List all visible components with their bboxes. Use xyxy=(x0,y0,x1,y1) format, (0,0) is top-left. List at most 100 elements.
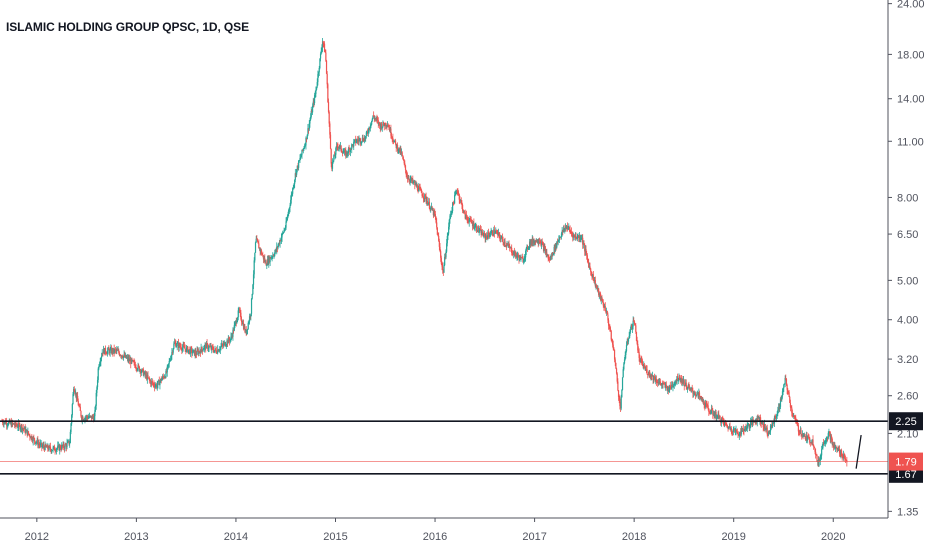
up-candle-body xyxy=(623,359,626,364)
time-tick-label: 2013 xyxy=(124,531,148,543)
up-candle-body xyxy=(309,120,311,124)
down-candle-body xyxy=(796,423,798,425)
up-candle-body xyxy=(298,160,300,162)
up-candle-body xyxy=(294,179,296,184)
down-candle-body xyxy=(444,256,446,258)
up-candle-body xyxy=(102,348,105,354)
down-candle-body xyxy=(302,149,304,151)
up-candle-body xyxy=(490,232,492,235)
up-candle-body xyxy=(331,162,334,169)
down-candle-body xyxy=(730,428,732,432)
up-candle-body xyxy=(207,348,209,350)
up-candle-body xyxy=(629,332,631,336)
down-candle-body xyxy=(680,378,683,383)
up-candle-body xyxy=(359,138,361,140)
annotations[interactable] xyxy=(855,434,862,469)
down-candle-body xyxy=(437,234,439,237)
down-candle-body xyxy=(103,348,105,355)
up-candle-body xyxy=(835,447,837,449)
down-candle-body xyxy=(807,436,809,438)
up-candle-body xyxy=(527,248,529,250)
up-candle-body xyxy=(158,380,160,382)
up-candle-body xyxy=(242,323,244,325)
down-candle-body xyxy=(665,385,667,387)
down-candle-body xyxy=(10,421,12,427)
down-candle-body xyxy=(434,214,436,217)
up-candle-body xyxy=(385,125,387,127)
down-candle-body xyxy=(736,431,738,434)
down-candle-body xyxy=(262,254,264,256)
down-candle-body xyxy=(574,235,576,237)
up-candle-body xyxy=(70,423,72,432)
down-candle-body xyxy=(502,239,504,243)
down-candle-body xyxy=(585,248,587,254)
down-candle-body xyxy=(766,427,768,435)
up-candle-body xyxy=(365,136,367,140)
up-candle-body xyxy=(284,229,286,231)
down-candle-body xyxy=(823,442,825,444)
down-candle-body xyxy=(583,243,585,245)
horizontal-lines[interactable]: 2.25 1.671.79 xyxy=(0,412,923,483)
down-candle-body xyxy=(402,155,404,159)
down-candle-body xyxy=(703,400,705,406)
up-candle-body xyxy=(483,232,485,237)
up-candle-body xyxy=(449,215,451,220)
up-candle-body xyxy=(524,257,526,259)
down-candle-body xyxy=(792,414,794,416)
down-candle-body xyxy=(38,443,40,445)
up-candle-body xyxy=(287,214,289,217)
down-candle-body xyxy=(65,444,67,448)
up-candle-body xyxy=(374,118,376,120)
up-candle-body xyxy=(85,417,87,419)
up-candle-body xyxy=(566,226,568,229)
up-candle-body xyxy=(217,349,219,354)
down-candle-body xyxy=(212,347,214,351)
up-candle-body xyxy=(694,393,696,395)
down-candle-body xyxy=(177,342,180,348)
down-candle-body xyxy=(798,431,800,433)
down-candle-body xyxy=(37,439,39,446)
down-candle-body xyxy=(47,448,50,450)
down-candle-body xyxy=(677,376,679,381)
up-candle-body xyxy=(519,255,521,261)
down-candle-body xyxy=(327,101,330,112)
down-candle-body xyxy=(383,122,385,125)
up-candle-body xyxy=(400,152,403,154)
time-axis[interactable]: 2012 2013 2014 2015 2016 2017 2018 2019 2020 xyxy=(0,517,888,543)
up-candle-body xyxy=(568,227,570,229)
price-axis[interactable]: 24.00 18.00 14.00 11.00 8.00 6.50 5.00 4.00 3.20… xyxy=(887,0,925,518)
up-candle-body xyxy=(675,380,677,383)
up-candle-body xyxy=(604,306,606,308)
up-candle-body xyxy=(824,442,826,444)
up-candle-body xyxy=(765,429,767,430)
up-candle-body xyxy=(218,350,220,352)
up-candle-body xyxy=(42,445,44,447)
down-candle-body xyxy=(148,377,150,379)
down-candle-body xyxy=(132,360,134,362)
down-candle-body xyxy=(693,393,695,395)
up-candle-body xyxy=(347,153,349,155)
up-candle-body xyxy=(87,417,89,419)
up-candle-body xyxy=(828,431,830,434)
up-candle-body xyxy=(576,236,578,239)
up-candle-body xyxy=(95,392,97,406)
up-candle-body xyxy=(833,445,835,448)
up-candle-body xyxy=(46,445,48,448)
down-candle-body xyxy=(774,416,776,418)
down-candle-body xyxy=(649,371,651,376)
up-candle-body xyxy=(96,387,98,393)
down-candle-body xyxy=(789,397,791,403)
up-candle-body xyxy=(160,378,162,382)
up-candle-body xyxy=(411,178,413,181)
up-candle-body xyxy=(396,144,398,148)
up-candle-body xyxy=(120,355,123,357)
down-candle-body xyxy=(179,346,182,348)
up-candle-body xyxy=(469,218,471,221)
down-candle-body xyxy=(146,374,148,380)
up-candle-body xyxy=(474,226,476,229)
up-candle-body xyxy=(784,377,786,385)
up-candle-body xyxy=(25,429,28,431)
down-candle-body xyxy=(154,385,156,388)
up-candle-body xyxy=(294,173,296,180)
